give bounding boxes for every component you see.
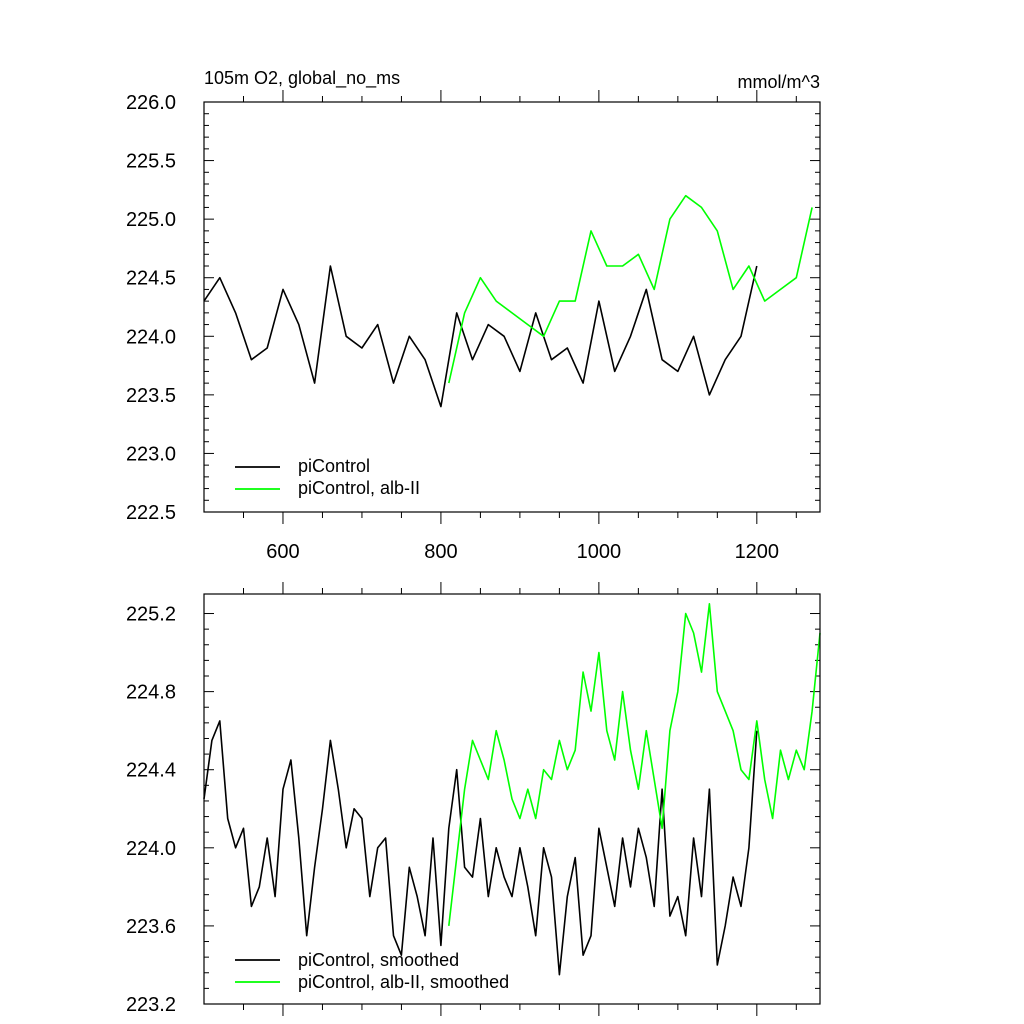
legend-label-picontrol-alb-smoothed: piControl, alb-II, smoothed bbox=[298, 972, 509, 992]
y-tick-label: 223.2 bbox=[126, 994, 176, 1016]
legend-label-picontrol-alb: piControl, alb-II bbox=[298, 478, 420, 498]
legend-label-picontrol-smoothed: piControl, smoothed bbox=[298, 950, 459, 970]
series-line-picontrol bbox=[203, 720, 758, 976]
bottom-plot-frame bbox=[203, 593, 821, 1005]
y-tick-label: 223.5 bbox=[126, 385, 176, 407]
x-tick-label: 1200 bbox=[735, 541, 780, 563]
bottom-y-tick-labels: 223.2 223.6 224.0 224.4 224.8 225.2 bbox=[126, 604, 176, 1016]
y-tick-label: 225.5 bbox=[126, 151, 176, 173]
top-panel: 105m O2, global_no_ms mmol/m^3 222.5 223.… bbox=[126, 68, 821, 563]
y-tick-label: 225.2 bbox=[126, 604, 176, 626]
y-tick-label: 222.5 bbox=[126, 502, 176, 524]
top-x-tick-labels: 600 800 1000 1200 bbox=[266, 541, 779, 563]
top-plot-frame bbox=[203, 101, 821, 513]
legend-label-picontrol: piControl bbox=[298, 456, 370, 476]
x-tick-label: 1000 bbox=[577, 541, 622, 563]
y-tick-label: 226.0 bbox=[126, 92, 176, 114]
y-tick-label: 225.0 bbox=[126, 209, 176, 231]
series-line-picontrol bbox=[203, 265, 758, 408]
y-tick-label: 224.0 bbox=[126, 326, 176, 348]
x-tick-label: 600 bbox=[266, 541, 299, 563]
series-line-picontrol-alb bbox=[448, 194, 813, 384]
top-series-lines bbox=[203, 194, 813, 408]
x-tick-label: 800 bbox=[424, 541, 457, 563]
top-axis-ticks bbox=[204, 90, 820, 524]
bottom-axis-ticks bbox=[204, 582, 820, 1016]
bottom-panel: 223.2 223.6 224.0 224.4 224.8 225.2 piControl… bbox=[126, 582, 821, 1016]
y-tick-label: 224.4 bbox=[126, 760, 176, 782]
y-tick-label: 223.6 bbox=[126, 916, 176, 938]
top-legend: piControl piControl, alb-II bbox=[235, 456, 420, 498]
bottom-series-lines bbox=[203, 602, 821, 976]
top-y-tick-labels: 222.5 223.0 223.5 224.0 224.5 225.0 225.5 226.0 bbox=[126, 92, 176, 524]
bottom-legend: piControl, smoothed piControl, alb-II, s… bbox=[235, 950, 509, 992]
top-chart-title: 105m O2, global_no_ms bbox=[204, 68, 400, 89]
y-tick-label: 223.0 bbox=[126, 443, 176, 465]
y-tick-label: 224.8 bbox=[126, 682, 176, 704]
series-line-picontrol-alb bbox=[448, 602, 821, 926]
y-tick-label: 224.0 bbox=[126, 838, 176, 860]
y-tick-label: 224.5 bbox=[126, 268, 176, 290]
top-chart-units: mmol/m^3 bbox=[738, 72, 820, 92]
